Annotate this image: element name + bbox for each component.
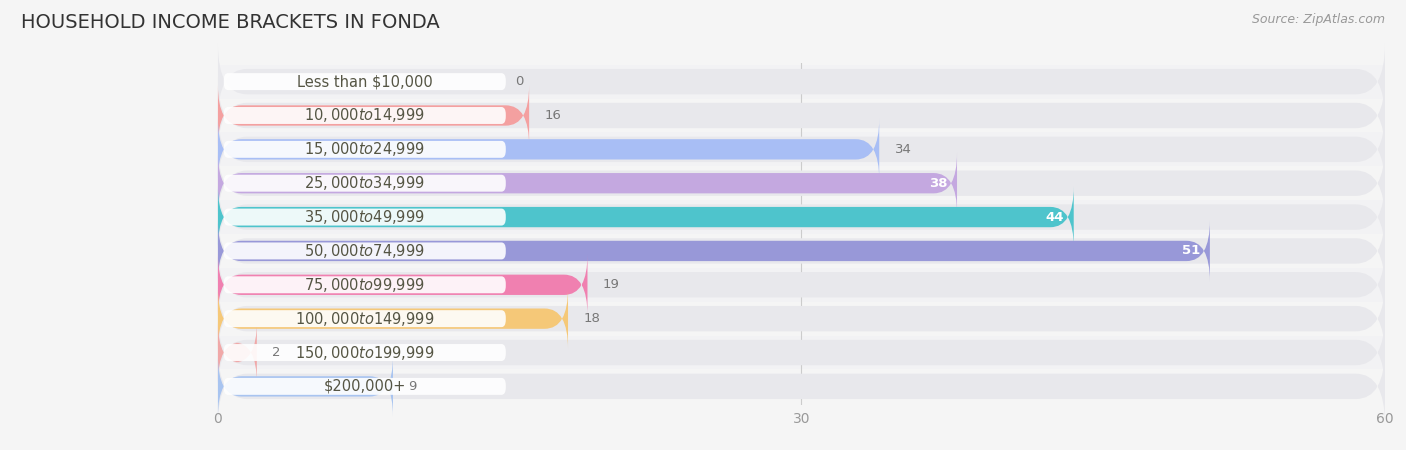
FancyBboxPatch shape: [218, 348, 1385, 424]
Bar: [218, 336, 1385, 369]
FancyBboxPatch shape: [224, 107, 506, 124]
FancyBboxPatch shape: [218, 356, 392, 417]
Text: $25,000 to $34,999: $25,000 to $34,999: [304, 174, 425, 192]
FancyBboxPatch shape: [218, 153, 957, 214]
Bar: [218, 268, 1385, 302]
FancyBboxPatch shape: [218, 220, 1209, 281]
Text: $10,000 to $14,999: $10,000 to $14,999: [304, 107, 425, 125]
Text: $50,000 to $74,999: $50,000 to $74,999: [304, 242, 425, 260]
FancyBboxPatch shape: [218, 187, 1074, 248]
FancyBboxPatch shape: [218, 85, 529, 146]
FancyBboxPatch shape: [224, 310, 506, 327]
Text: $35,000 to $49,999: $35,000 to $49,999: [304, 208, 425, 226]
Bar: [218, 234, 1385, 268]
Text: HOUSEHOLD INCOME BRACKETS IN FONDA: HOUSEHOLD INCOME BRACKETS IN FONDA: [21, 14, 440, 32]
FancyBboxPatch shape: [218, 111, 1385, 188]
Text: $200,000+: $200,000+: [323, 379, 406, 394]
FancyBboxPatch shape: [218, 44, 1385, 120]
Bar: [218, 166, 1385, 200]
Text: 19: 19: [603, 278, 620, 291]
Text: 18: 18: [583, 312, 600, 325]
FancyBboxPatch shape: [224, 73, 506, 90]
Text: Source: ZipAtlas.com: Source: ZipAtlas.com: [1251, 14, 1385, 27]
Bar: [218, 302, 1385, 336]
Text: 38: 38: [929, 177, 948, 190]
FancyBboxPatch shape: [218, 145, 1385, 221]
Text: $100,000 to $149,999: $100,000 to $149,999: [295, 310, 434, 328]
FancyBboxPatch shape: [224, 243, 506, 259]
FancyBboxPatch shape: [218, 77, 1385, 153]
Text: 0: 0: [516, 75, 524, 88]
Text: Less than $10,000: Less than $10,000: [297, 74, 433, 89]
FancyBboxPatch shape: [224, 175, 506, 192]
Text: $15,000 to $24,999: $15,000 to $24,999: [304, 140, 425, 158]
FancyBboxPatch shape: [218, 119, 879, 180]
Bar: [218, 369, 1385, 403]
Text: 51: 51: [1182, 244, 1201, 257]
FancyBboxPatch shape: [218, 213, 1385, 289]
Text: 2: 2: [273, 346, 281, 359]
FancyBboxPatch shape: [218, 179, 1385, 255]
FancyBboxPatch shape: [218, 280, 1385, 357]
FancyBboxPatch shape: [218, 247, 1385, 323]
Text: 34: 34: [894, 143, 911, 156]
Bar: [218, 65, 1385, 99]
FancyBboxPatch shape: [218, 322, 257, 383]
Text: 44: 44: [1046, 211, 1064, 224]
Text: 9: 9: [409, 380, 418, 393]
FancyBboxPatch shape: [224, 141, 506, 158]
Bar: [218, 200, 1385, 234]
Bar: [218, 132, 1385, 166]
FancyBboxPatch shape: [218, 254, 588, 315]
Text: $150,000 to $199,999: $150,000 to $199,999: [295, 343, 434, 361]
Text: $75,000 to $99,999: $75,000 to $99,999: [304, 276, 425, 294]
FancyBboxPatch shape: [224, 276, 506, 293]
FancyBboxPatch shape: [224, 378, 506, 395]
FancyBboxPatch shape: [224, 344, 506, 361]
Text: 16: 16: [544, 109, 561, 122]
FancyBboxPatch shape: [218, 315, 1385, 391]
Bar: [218, 99, 1385, 132]
FancyBboxPatch shape: [224, 209, 506, 225]
FancyBboxPatch shape: [218, 288, 568, 349]
